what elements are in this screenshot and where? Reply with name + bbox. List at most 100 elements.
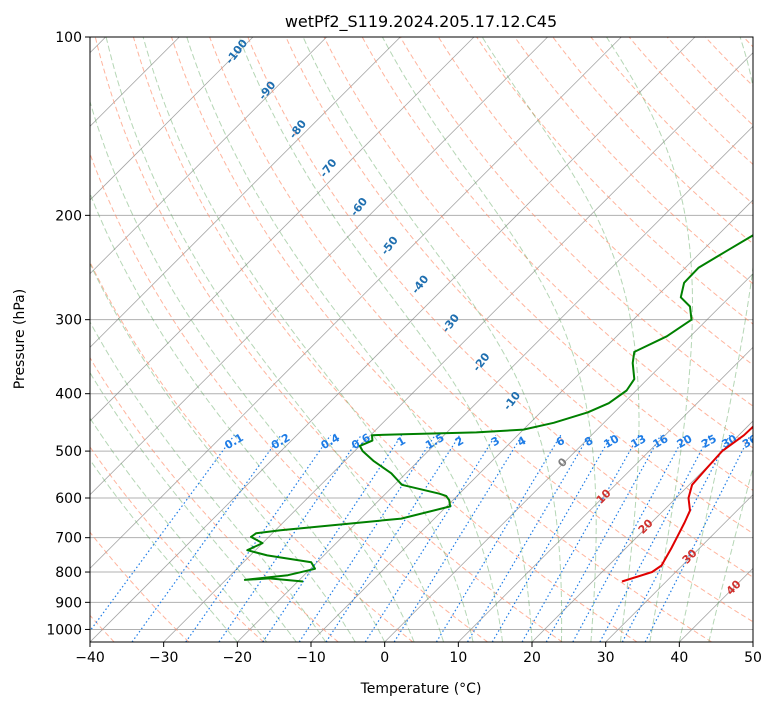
- dry-adiabat-line: [590, 37, 753, 205]
- mixing-ratio-label: 10: [601, 432, 621, 451]
- isotherm-line: [458, 346, 753, 642]
- x-tick-label: 20: [523, 650, 541, 666]
- isotherm-line: [531, 420, 753, 642]
- mixing-ratio-line: [298, 434, 436, 642]
- moist-adiabat-line: [90, 192, 386, 642]
- mixing-ratio-line: [599, 434, 710, 642]
- mixing-ratio-line: [521, 434, 640, 642]
- mixing-ratio-label: 8: [582, 434, 595, 449]
- mixing-ratio-line: [325, 434, 461, 642]
- moist-adiabat-line: [90, 417, 268, 642]
- chart-title: wetPf2_S119.2024.205.17.12.C45: [285, 12, 557, 32]
- x-tick-label: −20: [223, 650, 253, 666]
- mixing-ratio-line: [218, 434, 362, 642]
- moist-adiabat-line: [142, 37, 474, 642]
- dry-adiabat-line: [90, 531, 190, 642]
- mixing-ratio-label: 0.4: [319, 431, 343, 452]
- moist-adiabat-label: 30: [680, 546, 700, 566]
- dry-adiabat-label: -50: [378, 234, 401, 258]
- dry-adiabat-line: [90, 446, 264, 642]
- moist-adiabat-label: 0: [555, 455, 570, 470]
- y-tick-label: 800: [55, 565, 82, 581]
- moist-adiabat-line: [381, 37, 597, 642]
- moist-adiabat-line: [105, 37, 445, 642]
- moist-adiabat-line: [302, 37, 563, 642]
- isotherm-line: [90, 37, 401, 348]
- isotherm-line: [90, 37, 696, 642]
- mixing-ratio-label: 25: [699, 432, 719, 451]
- isotherm-line: [90, 37, 475, 422]
- y-tick-label: 200: [55, 208, 82, 224]
- mixing-ratio-label: 3: [489, 434, 502, 449]
- moist-adiabat-label: 20: [636, 516, 656, 536]
- dry-adiabat-line: [247, 37, 753, 578]
- dry-adiabat-line: [361, 37, 753, 449]
- moist-adiabat-line: [606, 37, 693, 642]
- y-tick-label: 700: [55, 531, 82, 547]
- dry-adiabat-line: [90, 152, 488, 642]
- moist-adiabat-line: [238, 37, 533, 642]
- moist-adiabat-line: [90, 99, 415, 642]
- dry-adiabat-line: [399, 37, 753, 407]
- moist-adiabat-line: [186, 37, 503, 642]
- dry-adiabat-label: -80: [287, 117, 310, 141]
- dry-adiabat-line: [323, 37, 753, 491]
- mixing-ratio-label: 2: [453, 434, 466, 449]
- y-tick-label: 900: [55, 595, 82, 611]
- dry-adiabat-line: [285, 37, 753, 535]
- mixing-ratio-line: [466, 434, 590, 642]
- moist-adiabat-line: [481, 37, 640, 642]
- moist-adiabat-line: [90, 262, 356, 642]
- isotherm-line: [90, 37, 327, 275]
- isotherm-line: [752, 641, 753, 642]
- isotherm-line: [90, 37, 622, 569]
- isotherm-line: [605, 494, 753, 642]
- dry-adiabat-label: -30: [440, 311, 463, 335]
- moist-adiabat-line: [90, 459, 238, 642]
- dry-adiabat-line: [743, 37, 753, 48]
- mixing-ratio-line: [364, 434, 497, 642]
- mixing-ratio-line: [435, 434, 562, 642]
- temperature-profile-line: [621, 425, 753, 583]
- x-tick-label: −30: [149, 650, 179, 666]
- y-axis-label: Pressure (hPa): [12, 289, 28, 389]
- dry-adiabat-label: -20: [470, 350, 493, 374]
- mixing-ratio-label: 0.1: [222, 431, 245, 452]
- mixing-ratio-line: [644, 434, 751, 642]
- isotherm-line: [163, 52, 753, 642]
- y-tick-label: 500: [55, 444, 82, 460]
- dry-adiabat-label: -100: [223, 37, 250, 67]
- moist-adiabat-line: [678, 37, 753, 642]
- y-tick-label: 100: [55, 30, 82, 46]
- mixing-ratio-label: 6: [554, 434, 567, 449]
- dry-adiabat-line: [437, 37, 753, 366]
- dry-adiabat-label: -70: [317, 156, 340, 180]
- dry-adiabat-line: [90, 260, 414, 642]
- mixing-ratio-line: [90, 434, 235, 632]
- x-tick-label: 50: [744, 650, 762, 666]
- y-tick-label: 600: [55, 491, 82, 507]
- mixing-ratio-line: [262, 434, 403, 642]
- x-tick-label: −40: [75, 650, 105, 666]
- isotherm-line: [90, 37, 254, 201]
- dry-adiabat-line: [704, 37, 753, 87]
- dry-adiabat-line: [666, 37, 753, 126]
- dry-adiabat-line: [171, 37, 712, 642]
- x-axis-label: Temperature (°C): [360, 681, 482, 697]
- x-tick-label: 30: [597, 650, 615, 666]
- mixing-ratio-line: [572, 434, 686, 642]
- moist-adiabat-line: [90, 321, 327, 642]
- dry-adiabat-line: [90, 356, 339, 642]
- dewpoint-profile-line: [243, 234, 753, 583]
- dry-adiabat-line: [132, 37, 638, 642]
- x-tick-label: 40: [670, 650, 688, 666]
- dry-adiabat-label: -10: [501, 389, 524, 413]
- dry-adiabat-label: -90: [256, 78, 279, 102]
- x-tick-label: −10: [296, 650, 326, 666]
- x-tick-label: 0: [380, 650, 389, 666]
- x-tick-label: 10: [449, 650, 467, 666]
- dry-adiabat-line: [209, 37, 753, 623]
- y-tick-label: 1000: [46, 622, 82, 638]
- mixing-ratio-label: 13: [629, 432, 649, 451]
